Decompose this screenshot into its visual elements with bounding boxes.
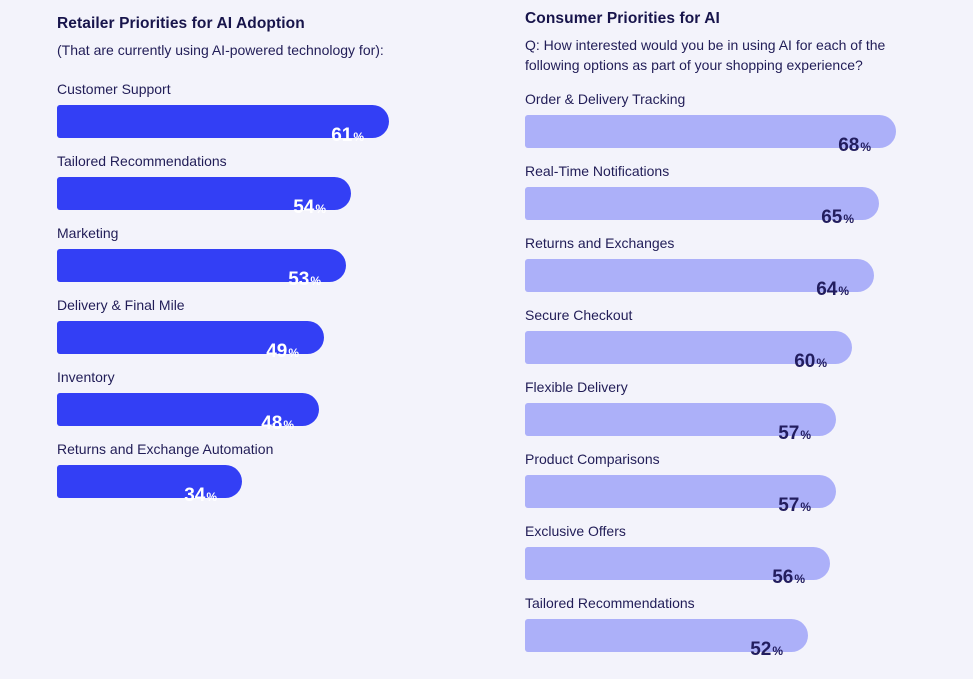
bar-value: 60	[794, 351, 816, 372]
bar: 61%	[57, 105, 389, 145]
bar-value-unit: %	[816, 356, 827, 370]
bar: 34%	[57, 465, 242, 505]
bar: 60%	[525, 331, 852, 371]
retailer-chart-subtitle: (That are currently using AI-powered tec…	[57, 42, 384, 58]
bar-value-unit: %	[353, 130, 364, 144]
bar-value: 53	[288, 269, 310, 290]
bar-row: Secure Checkout 60%	[525, 307, 965, 371]
bar-value-group: 49%	[266, 342, 299, 361]
bar-value-unit: %	[288, 346, 299, 360]
bar: 68%	[525, 115, 896, 155]
bar-value-unit: %	[800, 428, 811, 442]
bar-value: 54	[293, 197, 315, 218]
bar-value-group: 53%	[288, 270, 321, 289]
bar: 64%	[525, 259, 874, 299]
bar: 52%	[525, 619, 808, 659]
bar-value-unit: %	[206, 490, 217, 504]
bar-category-label: Customer Support	[57, 81, 171, 97]
bar-category-label: Flexible Delivery	[525, 379, 628, 395]
bar: 57%	[525, 403, 836, 443]
bar-value-unit: %	[843, 212, 854, 226]
bar-value-group: 64%	[816, 280, 849, 299]
bar: 48%	[57, 393, 319, 433]
bar-row: Customer Support 61%	[57, 81, 497, 145]
consumer-subtitle-line-1: Q: How interested would you be in using …	[525, 37, 886, 53]
bar-value-group: 68%	[838, 136, 871, 155]
bar-value-unit: %	[772, 644, 783, 658]
consumer-bar-rows: Order & Delivery Tracking 68% Real-Time No…	[525, 91, 965, 659]
bar: 57%	[525, 475, 836, 515]
bar-row: Marketing 53%	[57, 225, 497, 289]
bar-value-unit: %	[283, 418, 294, 432]
bar-value-group: 34%	[184, 486, 217, 505]
bar-row: Flexible Delivery 57%	[525, 379, 965, 443]
bar-value: 68	[838, 135, 860, 156]
bar-row: Inventory 48%	[57, 369, 497, 433]
bar-value-unit: %	[310, 274, 321, 288]
consumer-priorities-chart: Consumer Priorities for AI Q: How intere…	[525, 9, 965, 667]
bar-category-label: Exclusive Offers	[525, 523, 626, 539]
bar-value-unit: %	[315, 202, 326, 216]
bar-value-group: 65%	[821, 208, 854, 227]
bar-value: 64	[816, 279, 838, 300]
bar-category-label: Marketing	[57, 225, 119, 241]
bar-value-group: 57%	[778, 424, 811, 443]
bar-value-unit: %	[838, 284, 849, 298]
bar: 54%	[57, 177, 351, 217]
retailer-chart-title: Retailer Priorities for AI Adoption	[57, 15, 305, 32]
bar-value: 65	[821, 207, 843, 228]
bar-value: 48	[261, 413, 283, 434]
bar-row: Tailored Recommendations 52%	[525, 595, 965, 659]
consumer-chart-subtitle: Q: How interested would you be in using …	[525, 35, 965, 75]
bar-value: 52	[750, 639, 772, 660]
bar-value-group: 52%	[750, 640, 783, 659]
bar-value: 34	[184, 485, 206, 506]
bar-value: 49	[266, 341, 288, 362]
bar-row: Real-Time Notifications 65%	[525, 163, 965, 227]
bar-row: Returns and Exchanges 64%	[525, 235, 965, 299]
bar: 53%	[57, 249, 346, 289]
bar-category-label: Tailored Recommendations	[57, 153, 227, 169]
retailer-bar-rows: Customer Support 61% Tailored Recommendati…	[57, 81, 497, 505]
bar-row: Tailored Recommendations 54%	[57, 153, 497, 217]
bar-category-label: Secure Checkout	[525, 307, 633, 323]
bar-value-group: 60%	[794, 352, 827, 371]
bar-row: Delivery & Final Mile 49%	[57, 297, 497, 361]
bar: 65%	[525, 187, 879, 227]
bar-value-group: 61%	[331, 126, 364, 145]
bar-value: 57	[778, 495, 800, 516]
bar-row: Order & Delivery Tracking 68%	[525, 91, 965, 155]
bar-category-label: Returns and Exchange Automation	[57, 441, 274, 457]
bar-value: 61	[331, 125, 353, 146]
bar-category-label: Returns and Exchanges	[525, 235, 675, 251]
bar-category-label: Product Comparisons	[525, 451, 660, 467]
bar-category-label: Tailored Recommendations	[525, 595, 695, 611]
bar-value: 56	[772, 567, 794, 588]
bar-category-label: Order & Delivery Tracking	[525, 91, 686, 107]
bar-row: Exclusive Offers 56%	[525, 523, 965, 587]
bar: 56%	[525, 547, 830, 587]
bar-value-group: 54%	[293, 198, 326, 217]
bar-value-unit: %	[800, 500, 811, 514]
bar: 49%	[57, 321, 324, 361]
bar-value-unit: %	[794, 572, 805, 586]
bar-value-group: 56%	[772, 568, 805, 587]
consumer-chart-title: Consumer Priorities for AI	[525, 10, 720, 27]
bar-category-label: Delivery & Final Mile	[57, 297, 185, 313]
bar-row: Returns and Exchange Automation 34%	[57, 441, 497, 505]
consumer-subtitle-line-2: following options as part of your shoppi…	[525, 57, 863, 73]
retailer-priorities-chart: Retailer Priorities for AI Adoption (Tha…	[57, 14, 497, 513]
bar-value-unit: %	[860, 140, 871, 154]
bar-category-label: Inventory	[57, 369, 115, 385]
bar-row: Product Comparisons 57%	[525, 451, 965, 515]
bar-category-label: Real-Time Notifications	[525, 163, 670, 179]
bar-value-group: 48%	[261, 414, 294, 433]
bar-value: 57	[778, 423, 800, 444]
bar-value-group: 57%	[778, 496, 811, 515]
